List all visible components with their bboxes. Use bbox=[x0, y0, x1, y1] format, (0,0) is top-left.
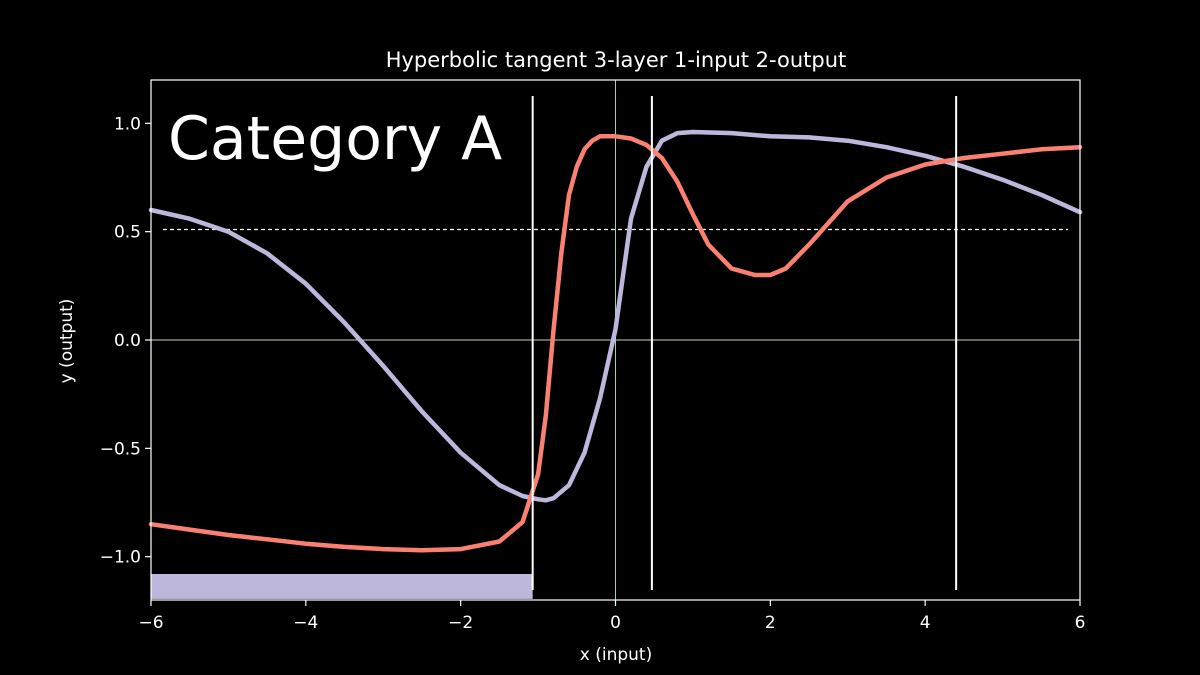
y-tick-label: −0.5 bbox=[100, 439, 141, 459]
series-line-2 bbox=[148, 134, 1083, 553]
boundaries-layer bbox=[531, 96, 958, 590]
y-tick-label: −1.0 bbox=[100, 548, 141, 568]
y-tick-label: 1.0 bbox=[114, 114, 141, 134]
x-tick-label: −2 bbox=[448, 613, 473, 633]
chart-title: Hyperbolic tangent 3-layer 1-input 2-out… bbox=[386, 48, 847, 72]
x-tick-label: −6 bbox=[138, 613, 163, 633]
category-annotation: Category A bbox=[168, 104, 502, 174]
axes-layer: −6 −4 −2 0 2 4 6 −1.0 −0.5 0.0 0.5 1.0 bbox=[100, 79, 1086, 633]
series-line-1 bbox=[148, 129, 1083, 503]
category-band-layer bbox=[151, 574, 533, 599]
x-tick-label: 4 bbox=[920, 613, 931, 633]
y-tick-label: 0.0 bbox=[114, 331, 141, 351]
x-tick-label: 6 bbox=[1075, 613, 1086, 633]
y-axis-title: y (output) bbox=[57, 299, 77, 384]
x-tick-label: 2 bbox=[765, 613, 776, 633]
x-axis-title: x (input) bbox=[580, 645, 652, 665]
y-tick-label: 0.5 bbox=[114, 223, 141, 243]
x-tick-label: 0 bbox=[610, 613, 621, 633]
series-layer bbox=[148, 129, 1083, 553]
reference-lines-layer bbox=[151, 80, 1080, 600]
x-tick-label: −4 bbox=[293, 613, 318, 633]
category-band bbox=[151, 574, 533, 599]
